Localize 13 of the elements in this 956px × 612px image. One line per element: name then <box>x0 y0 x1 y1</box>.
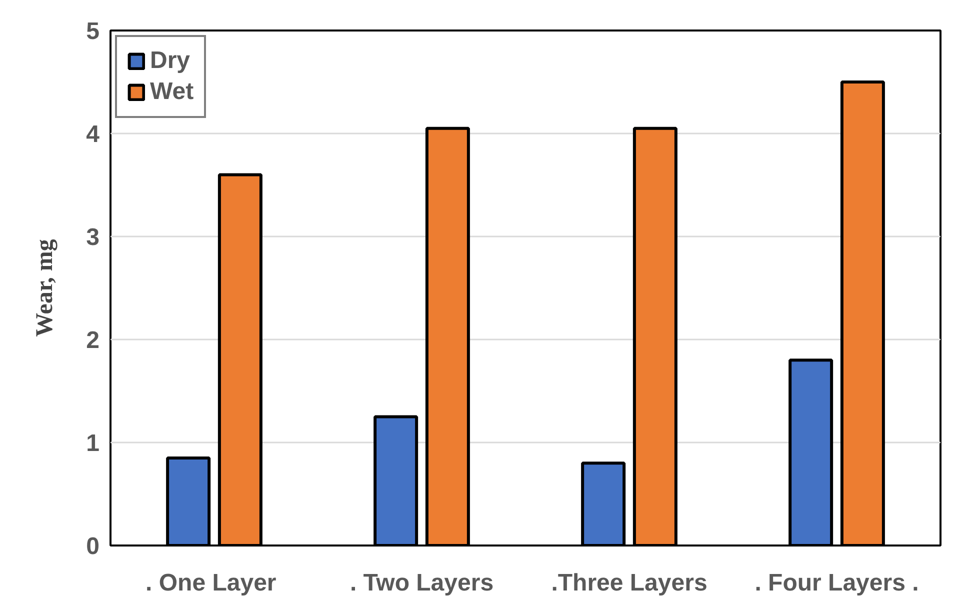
y-tick-label: 1 <box>86 430 100 457</box>
legend-label: Dry <box>150 47 190 75</box>
x-tick-label: .Three Layers <box>551 570 708 596</box>
y-tick-label: 3 <box>86 224 100 251</box>
y-tick-label: 5 <box>86 18 100 45</box>
x-tick-label: . Two Layers <box>350 570 494 596</box>
legend-label: Wet <box>150 78 194 106</box>
y-axis-title: Wear, mg <box>32 239 58 337</box>
y-tick-label: 2 <box>86 327 100 354</box>
x-tick-label: . One Layer <box>146 570 276 596</box>
y-tick-label: 0 <box>86 533 100 560</box>
y-tick-label: 4 <box>86 121 100 148</box>
x-tick-label: . Four Layers . <box>754 570 919 596</box>
